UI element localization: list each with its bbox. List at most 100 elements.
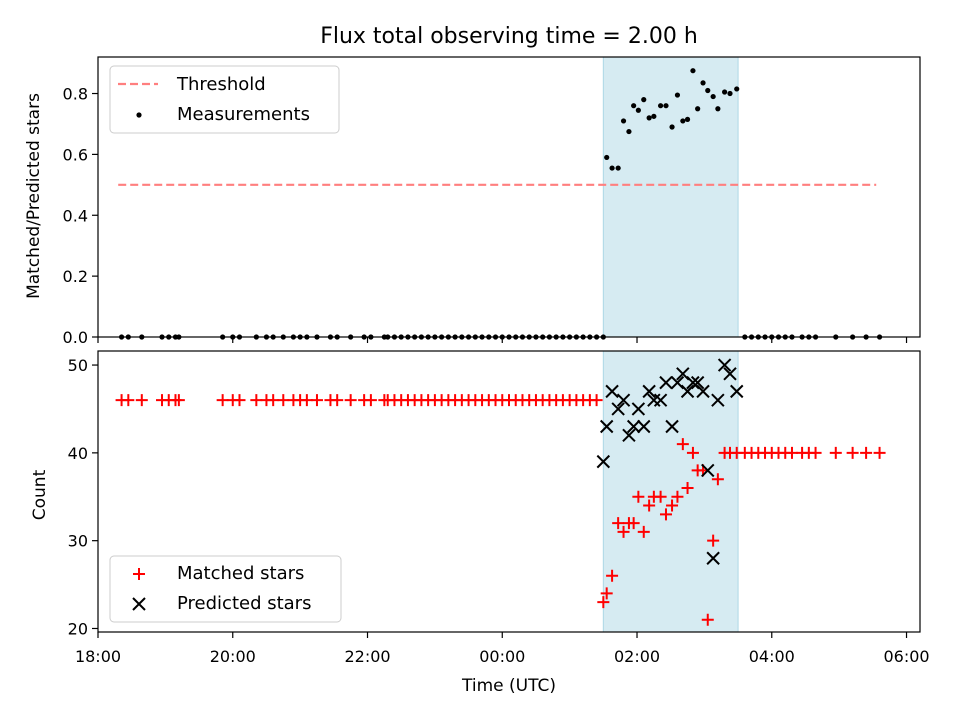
- bottom-legend-box: [109, 555, 342, 623]
- matched-star-point: [711, 473, 724, 486]
- measurement-point: [722, 89, 728, 95]
- matched-stars-legend-swatch: [133, 568, 145, 580]
- matched-star-point: [707, 534, 720, 547]
- threshold-legend-label: Threshold: [176, 74, 266, 95]
- bottom-legend: Matched stars Predicted stars: [109, 555, 342, 623]
- y-tick-label: 20: [68, 619, 88, 638]
- y-tick-label: 30: [68, 532, 88, 551]
- y-tick-label: 0.4: [63, 206, 88, 225]
- measurement-point: [669, 124, 675, 130]
- predicted-star-point: [723, 367, 737, 381]
- predicted-star-point: [659, 375, 673, 390]
- predicted-star-point: [626, 419, 641, 434]
- predicted-star-point: [653, 393, 668, 407]
- predicted-star-point: [701, 463, 715, 478]
- matched-star-point: [785, 446, 798, 459]
- x-tick-label: 06:00: [883, 647, 929, 666]
- matched-star-point: [671, 490, 684, 503]
- measurement-point: [684, 116, 691, 122]
- matched-star-point: [364, 394, 377, 407]
- measurement-point: [715, 106, 721, 112]
- matched-star-point: [686, 446, 699, 459]
- matched-star-point: [666, 499, 679, 512]
- y-tick-label: 0.8: [63, 85, 88, 104]
- matched-star-point: [659, 508, 672, 521]
- y-tick-label: 0.0: [63, 328, 88, 347]
- predicted-star-point: [711, 393, 725, 407]
- matched-star-point: [135, 394, 148, 407]
- matched-star-point: [300, 394, 313, 407]
- matched-star-point: [597, 596, 610, 609]
- matched-star-point: [873, 446, 886, 459]
- matched-star-point: [331, 394, 344, 407]
- bottom-x-axis-ticks: 18:00 20:00 22:00 00:00 02:00 04:00 06:00: [75, 632, 930, 666]
- matched-star-point: [809, 446, 822, 459]
- x-tick-label: 04:00: [749, 647, 795, 666]
- x-axis-label: Time (UTC): [461, 676, 556, 696]
- matched-star-point: [344, 394, 357, 407]
- x-tick-label: 00:00: [479, 647, 525, 666]
- top-y-axis-label: Matched/Predicted stars: [24, 93, 44, 299]
- matched-star-point: [267, 394, 280, 407]
- predicted-star-point: [622, 428, 636, 443]
- measurement-point: [663, 103, 669, 109]
- predicted-star-point: [637, 419, 651, 434]
- y-tick-label: 50: [68, 356, 88, 375]
- x-tick-label: 02:00: [614, 647, 660, 666]
- matched-stars-layer: [115, 394, 886, 626]
- matched-star-point: [829, 446, 842, 459]
- measurement-point: [705, 87, 711, 94]
- observing-window-band-bottom: [602, 350, 739, 633]
- matched-star-point: [606, 569, 619, 582]
- predicted-star-point: [611, 402, 625, 416]
- measurement-point: [657, 103, 664, 109]
- measurement-point: [626, 128, 632, 135]
- measurement-point: [635, 107, 641, 113]
- matched-stars-legend-label: Matched stars: [177, 563, 304, 584]
- matched-star-point: [681, 481, 694, 494]
- bottom-y-axis-ticks: 20 30 40 50: [68, 356, 98, 638]
- measurement-point: [651, 113, 657, 119]
- observing-window-band: [602, 56, 739, 338]
- matched-star-point: [233, 394, 246, 407]
- matched-star-point: [122, 394, 135, 407]
- chart-title: Flux total observing time = 2.00 h: [320, 24, 698, 49]
- bottom-y-axis-label: Count: [30, 469, 50, 520]
- x-tick-label: 18:00: [75, 647, 121, 666]
- bottom-axes-frame: [97, 350, 921, 633]
- measurement-point: [734, 86, 740, 92]
- matched-star-point: [277, 394, 290, 407]
- predicted-star-point: [596, 454, 611, 469]
- measurement-point: [604, 154, 610, 161]
- measurements-legend-label: Measurements: [177, 104, 310, 125]
- x-tick-label: 20:00: [210, 647, 256, 666]
- matched-star-point: [632, 490, 645, 503]
- top-legend: Threshold Measurements: [109, 65, 340, 134]
- measurement-point: [631, 103, 637, 109]
- predicted-stars-legend-label: Predicted stars: [177, 593, 311, 614]
- measurement-point: [700, 80, 706, 86]
- top-x-axis-ticks: [97, 337, 908, 343]
- matched-star-point: [310, 394, 323, 407]
- predicted-star-point: [642, 384, 656, 399]
- measurement-point: [695, 106, 701, 112]
- matched-star-point: [846, 446, 859, 459]
- predicted-star-point: [665, 419, 679, 434]
- predicted-star-point: [690, 375, 705, 390]
- matched-star-point: [860, 446, 873, 459]
- predicted-star-point: [706, 551, 720, 565]
- measurement-point: [690, 68, 696, 74]
- top-axes-frame: [97, 56, 921, 338]
- measurement-point: [641, 97, 647, 103]
- matched-star-point: [250, 394, 263, 407]
- measurement-point: [680, 118, 686, 124]
- matched-star-point: [617, 525, 630, 538]
- measurement-point: [674, 92, 681, 98]
- predicted-star-point: [605, 384, 619, 399]
- predicted-star-point: [730, 384, 744, 399]
- measurement-point: [620, 118, 627, 124]
- matched-star-point: [627, 517, 640, 530]
- matched-star-point: [600, 587, 613, 600]
- matched-star-point: [676, 438, 689, 451]
